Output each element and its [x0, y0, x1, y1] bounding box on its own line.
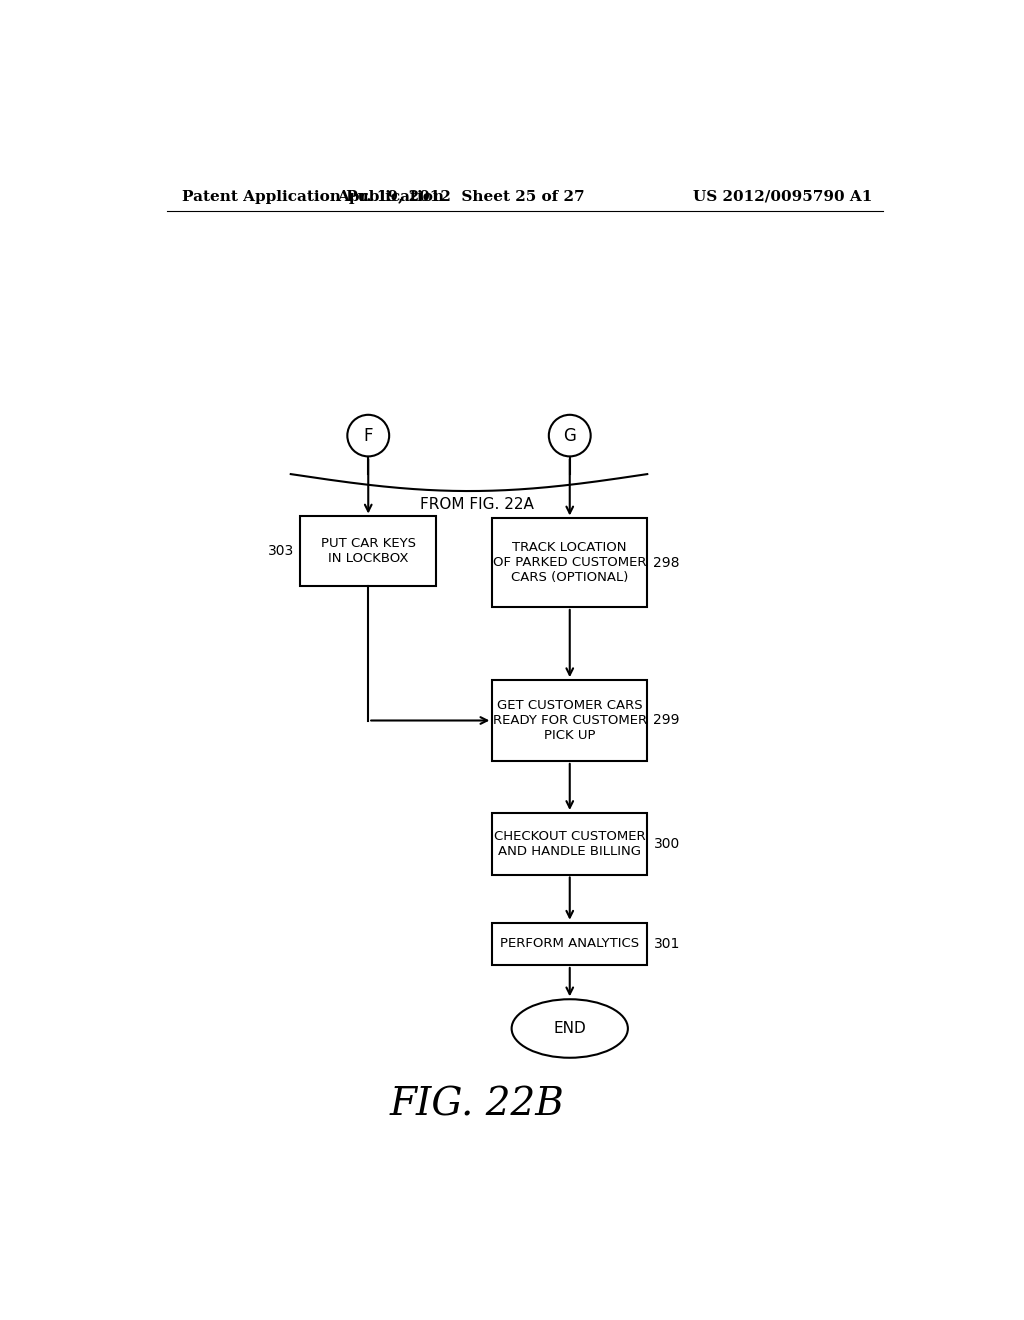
Text: 301: 301: [653, 937, 680, 950]
Text: FIG. 22B: FIG. 22B: [389, 1086, 564, 1125]
Text: 299: 299: [653, 714, 680, 727]
Text: Apr. 19, 2012  Sheet 25 of 27: Apr. 19, 2012 Sheet 25 of 27: [338, 190, 585, 203]
Text: 300: 300: [653, 837, 680, 850]
Ellipse shape: [512, 999, 628, 1057]
Text: F: F: [364, 426, 373, 445]
Text: CHECKOUT CUSTOMER
AND HANDLE BILLING: CHECKOUT CUSTOMER AND HANDLE BILLING: [494, 830, 645, 858]
Text: GET CUSTOMER CARS
READY FOR CUSTOMER
PICK UP: GET CUSTOMER CARS READY FOR CUSTOMER PIC…: [493, 700, 647, 742]
Text: Patent Application Publication: Patent Application Publication: [182, 190, 444, 203]
Bar: [493, 680, 647, 760]
Bar: [300, 516, 436, 586]
Text: PERFORM ANALYTICS: PERFORM ANALYTICS: [500, 937, 639, 950]
Text: 298: 298: [653, 556, 680, 570]
Circle shape: [549, 414, 591, 457]
Bar: [493, 923, 647, 965]
Text: US 2012/0095790 A1: US 2012/0095790 A1: [692, 190, 872, 203]
Bar: [493, 813, 647, 875]
Text: END: END: [553, 1020, 586, 1036]
Circle shape: [347, 414, 389, 457]
Bar: [493, 519, 647, 607]
Text: G: G: [563, 426, 577, 445]
Text: FROM FIG. 22A: FROM FIG. 22A: [420, 498, 534, 512]
Text: PUT CAR KEYS
IN LOCKBOX: PUT CAR KEYS IN LOCKBOX: [321, 537, 416, 565]
Text: TRACK LOCATION
OF PARKED CUSTOMER
CARS (OPTIONAL): TRACK LOCATION OF PARKED CUSTOMER CARS (…: [493, 541, 646, 585]
Text: 303: 303: [268, 544, 294, 558]
